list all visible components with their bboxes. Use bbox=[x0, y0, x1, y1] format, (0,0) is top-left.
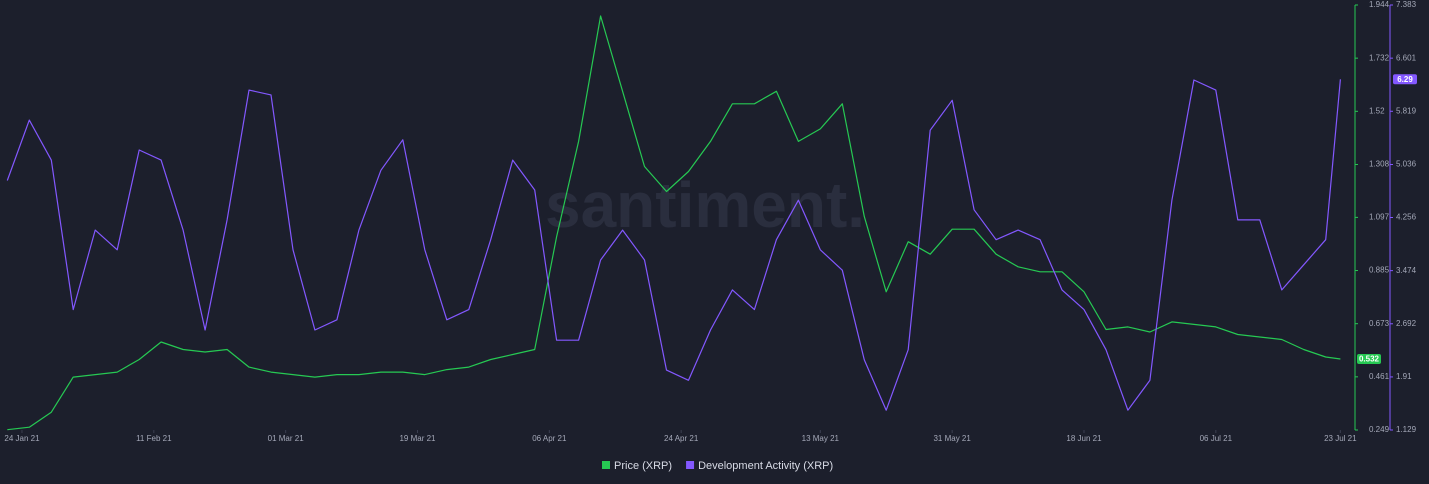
legend-label: Price (XRP) bbox=[614, 460, 672, 472]
x-tick-label: 24 Jan 21 bbox=[4, 434, 40, 443]
x-tick-label: 06 Jul 21 bbox=[1200, 434, 1233, 443]
y2-tick-label: 1.129 bbox=[1396, 425, 1417, 434]
y-tick-label: 1.944 bbox=[1369, 0, 1390, 9]
x-tick-label: 13 May 21 bbox=[802, 434, 840, 443]
x-tick-label: 19 Mar 21 bbox=[399, 434, 436, 443]
x-tick-label: 18 Jun 21 bbox=[1066, 434, 1102, 443]
y2-tick-label: 7.383 bbox=[1396, 0, 1417, 9]
x-tick-label: 24 Apr 21 bbox=[664, 434, 699, 443]
y-tick-label: 1.097 bbox=[1369, 212, 1390, 221]
y2-tick-label: 5.819 bbox=[1396, 106, 1417, 115]
y-tick-label: 0.885 bbox=[1369, 266, 1390, 275]
x-tick-label: 23 Jul 21 bbox=[1324, 434, 1357, 443]
watermark: santiment. bbox=[545, 169, 865, 241]
y2-tick-label: 4.256 bbox=[1396, 213, 1417, 222]
x-tick-label: 31 May 21 bbox=[933, 434, 971, 443]
x-tick-label: 11 Feb 21 bbox=[136, 434, 172, 443]
series-line bbox=[6, 79, 1341, 411]
y2-tick-label: 2.692 bbox=[1396, 319, 1417, 328]
y2-tick-label: 6.601 bbox=[1396, 53, 1417, 62]
last-value-badge bbox=[1393, 74, 1417, 85]
y-tick-label: 0.461 bbox=[1369, 372, 1390, 381]
legend-swatch bbox=[602, 461, 610, 469]
legend-swatch bbox=[686, 461, 695, 469]
y-tick-label: 1.52 bbox=[1369, 106, 1385, 115]
legend-label: Development Activity (XRP) bbox=[698, 460, 833, 472]
x-tick-label: 01 Mar 21 bbox=[268, 434, 305, 443]
y-tick-label: 0.249 bbox=[1369, 425, 1390, 434]
y-tick-label: 1.732 bbox=[1369, 53, 1390, 62]
x-tick-label: 06 Apr 21 bbox=[532, 434, 567, 443]
y-tick-label: 0.673 bbox=[1369, 319, 1390, 328]
last-value-label: 6.29 bbox=[1397, 75, 1413, 84]
last-value-badge bbox=[1357, 354, 1381, 365]
series-line bbox=[7, 15, 1341, 431]
y2-tick-label: 5.036 bbox=[1396, 160, 1417, 169]
y-tick-label: 1.308 bbox=[1369, 160, 1390, 169]
y2-tick-label: 3.474 bbox=[1396, 266, 1417, 275]
y2-tick-label: 1.91 bbox=[1396, 372, 1412, 381]
last-value-label: 0.532 bbox=[1359, 355, 1380, 364]
legend: Price (XRP) Development Activity (XRP) bbox=[602, 460, 833, 472]
